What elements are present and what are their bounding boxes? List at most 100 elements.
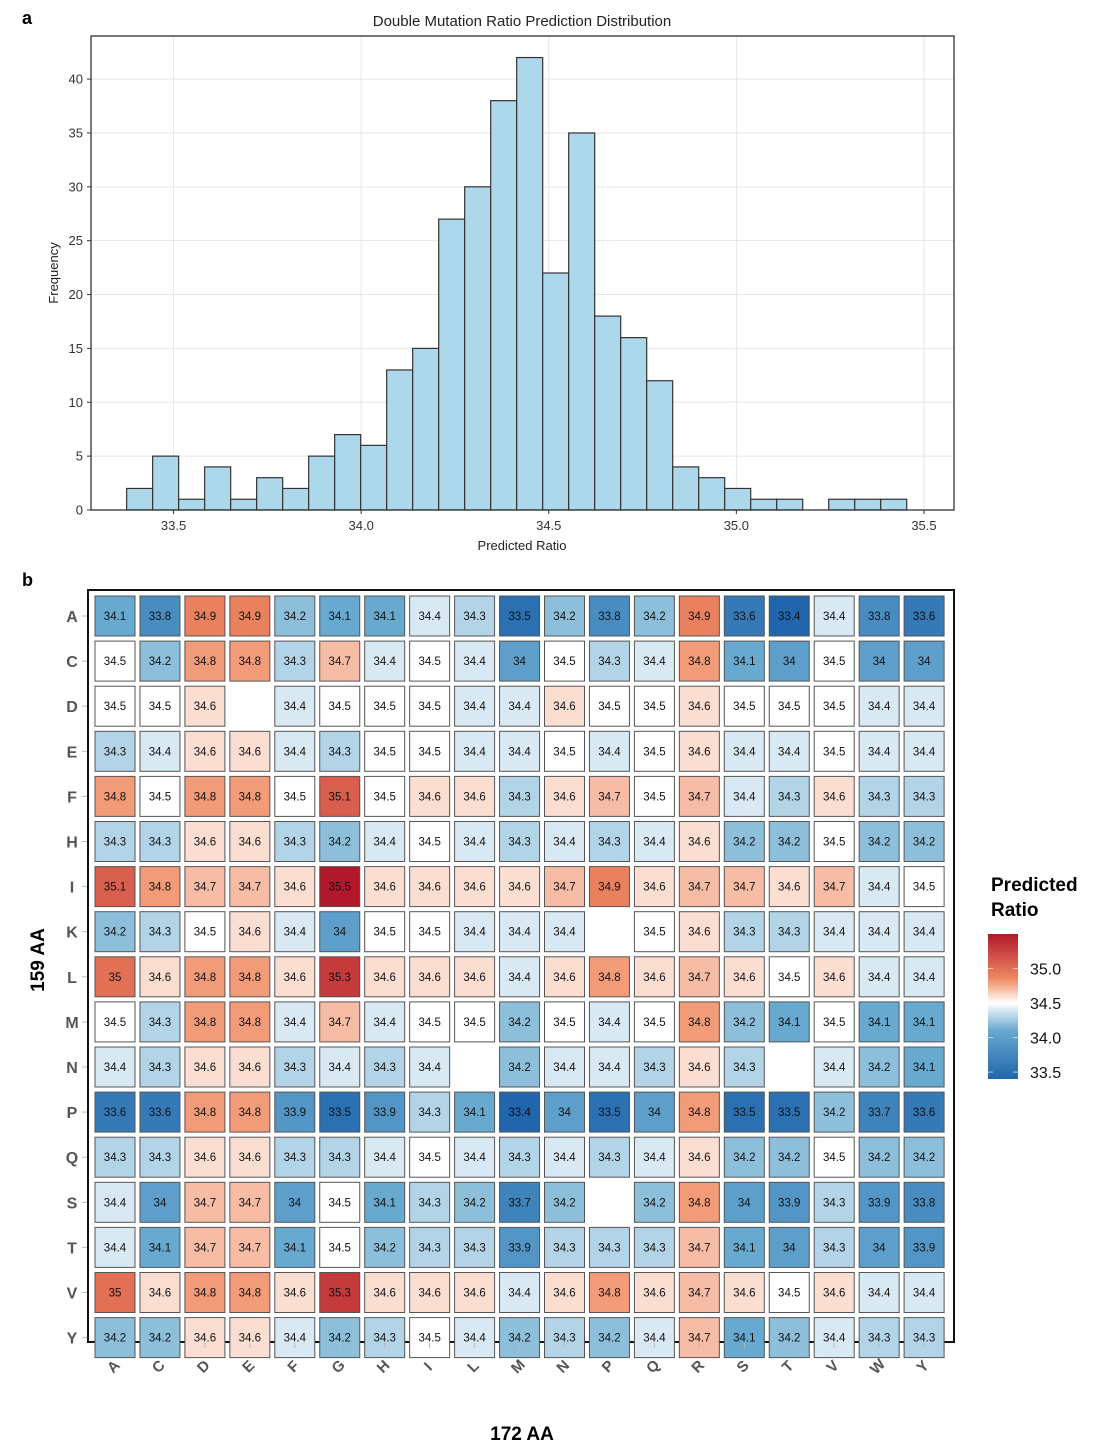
heatmap-cell-label: 34.3: [913, 791, 935, 803]
heatmap-cell-label: 34.4: [643, 656, 666, 668]
heatmap-cell: [499, 730, 541, 772]
heatmap-cell-label: 34.4: [643, 837, 666, 849]
heatmap-cell-label: 34: [918, 656, 931, 668]
heatmap-cell: [274, 595, 316, 637]
heatmap-cell: [499, 866, 541, 908]
heatmap-cell: [858, 1046, 900, 1088]
heatmap-cell-label: 34.6: [149, 1288, 171, 1300]
heatmap-cell-label: 34.4: [553, 1062, 576, 1074]
heatmap-cell-label: 34.3: [329, 1152, 351, 1164]
heatmap-cell: [588, 730, 630, 772]
heatmap-cell: [319, 730, 361, 772]
heatmap-cell: [364, 1046, 406, 1088]
heatmap-cell: [678, 1181, 720, 1223]
heatmap-cell: [633, 1091, 675, 1133]
heatmap-cell: [274, 1226, 316, 1268]
heatmap-cell: [319, 911, 361, 953]
heatmap-cell-label: 34.4: [463, 927, 486, 939]
heatmap-cell-label: 34.6: [239, 1062, 261, 1074]
heatmap-cell-label: 34.3: [374, 1333, 396, 1345]
heatmap-cell-label: 34.8: [688, 1197, 710, 1209]
heatmap-cell: [184, 685, 226, 727]
heatmap-cell-label: 34.2: [329, 1333, 351, 1345]
heatmap-row-label: N: [66, 1060, 78, 1077]
heatmap-cell-label: 34.2: [733, 1152, 755, 1164]
heatmap-cell: [274, 956, 316, 998]
heatmap-row-label: E: [67, 744, 78, 761]
heatmap-cell-label: 34.9: [194, 611, 216, 623]
heatmap-cell-label: 34.7: [239, 1242, 261, 1254]
heatmap-cell-label: 34.4: [823, 611, 846, 623]
heatmap-cell: [858, 685, 900, 727]
heatmap-cell: [588, 866, 630, 908]
heatmap-cell-label: 34.3: [868, 1333, 890, 1345]
heatmap-cell: [813, 730, 855, 772]
heatmap-cell-label: 34.3: [149, 1062, 171, 1074]
heatmap-cell: [858, 730, 900, 772]
heatmap-cell-label: 34.4: [598, 746, 621, 758]
heatmap-cell: [678, 1272, 720, 1313]
heatmap-cell: [813, 821, 855, 862]
heatmap-cell-label: 34.4: [733, 791, 756, 803]
histogram-bar: [490, 100, 518, 511]
heatmap-cell: [409, 1091, 451, 1133]
heatmap-cell: [768, 640, 810, 682]
heatmap-cell: [229, 866, 271, 908]
heatmap-cell: [633, 1317, 675, 1359]
heatmap-cell-label: 34.6: [643, 972, 665, 984]
heatmap-cell-label: 34.3: [149, 927, 171, 939]
heatmap-cell-label: 34.3: [284, 837, 306, 849]
heatmap-cell: [274, 775, 316, 817]
heatmap-cell-label: 34.6: [374, 1288, 396, 1300]
heatmap-cell-label: 34.4: [868, 972, 891, 984]
heatmap-cell-label: 34.7: [733, 882, 755, 894]
heatmap-cell-label: 34.2: [508, 1017, 530, 1029]
histogram-bar: [126, 487, 154, 511]
heatmap-cell-label: 34.6: [688, 1152, 710, 1164]
heatmap-cell: [858, 866, 900, 908]
histogram-bar: [152, 455, 180, 511]
heatmap-cell: [544, 775, 585, 817]
heatmap-cell: [678, 1091, 720, 1133]
heatmap-cell-label: 34.3: [149, 837, 171, 849]
heatmap-cell: [94, 1317, 136, 1359]
heatmap-cell: [768, 866, 810, 908]
heatmap-cell-label: 34.2: [913, 1152, 935, 1164]
heatmap-cell: [588, 821, 630, 862]
heatmap-cell-label: 35.3: [329, 972, 351, 984]
heatmap-cell: [274, 1181, 316, 1223]
heatmap-cell: [409, 1136, 451, 1178]
heatmap-cell: [94, 595, 136, 637]
heatmap-cell: [319, 1001, 361, 1043]
heatmap-cell: [454, 956, 496, 998]
heatmap-y-axis-label: 159 AA: [28, 928, 49, 992]
heatmap-column-label: Q: [643, 1356, 664, 1377]
heatmap-cell: [903, 1136, 945, 1178]
heatmap-cell-label: 34.6: [194, 746, 216, 758]
heatmap-cell-label: 34: [154, 1197, 167, 1209]
heatmap-cell-label: 34.3: [598, 1152, 620, 1164]
heatmap-cell-label: 34.4: [374, 1017, 397, 1029]
heatmap-cell: [184, 1272, 226, 1313]
heatmap-cell-label: 34.7: [688, 882, 710, 894]
heatmap-cell-label: 34.5: [418, 837, 440, 849]
histogram-bar: [750, 498, 778, 511]
heatmap-cell-label: 34.4: [733, 746, 756, 758]
heatmap-cell-label: 34.4: [778, 746, 801, 758]
heatmap-cell: [229, 1001, 271, 1043]
heatmap-cell: [454, 1136, 496, 1178]
heatmap-cell: [858, 1226, 900, 1268]
heatmap-cell: [364, 775, 406, 817]
heatmap-cell-label: 34.3: [868, 791, 890, 803]
heatmap-cell-label: 34.6: [553, 791, 575, 803]
heatmap-cell: [813, 956, 855, 998]
heatmap-cell-label: 34.6: [643, 882, 665, 894]
heatmap-cell-label: 33.9: [284, 1107, 306, 1119]
histogram-bar: [854, 498, 882, 511]
heatmap-cell-label: 34.5: [823, 746, 845, 758]
heatmap-cell: [94, 1136, 136, 1178]
heatmap-row-label: S: [67, 1195, 78, 1212]
heatmap-cell: [723, 685, 765, 727]
heatmap-cell: [678, 640, 720, 682]
heatmap-row-label: V: [67, 1286, 78, 1303]
